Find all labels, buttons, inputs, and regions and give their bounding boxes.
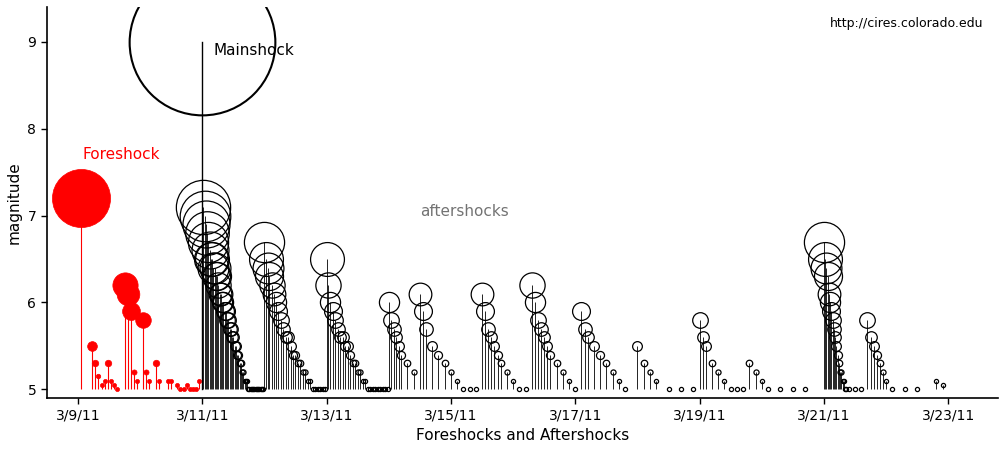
Text: Mainshock: Mainshock <box>213 43 294 58</box>
Text: Foreshock: Foreshock <box>82 147 160 162</box>
X-axis label: Foreshocks and Aftershocks: Foreshocks and Aftershocks <box>416 428 629 443</box>
Text: http://cires.colorado.edu: http://cires.colorado.edu <box>830 17 984 30</box>
Y-axis label: magnitude: magnitude <box>7 161 22 244</box>
Text: aftershocks: aftershocks <box>420 203 509 219</box>
